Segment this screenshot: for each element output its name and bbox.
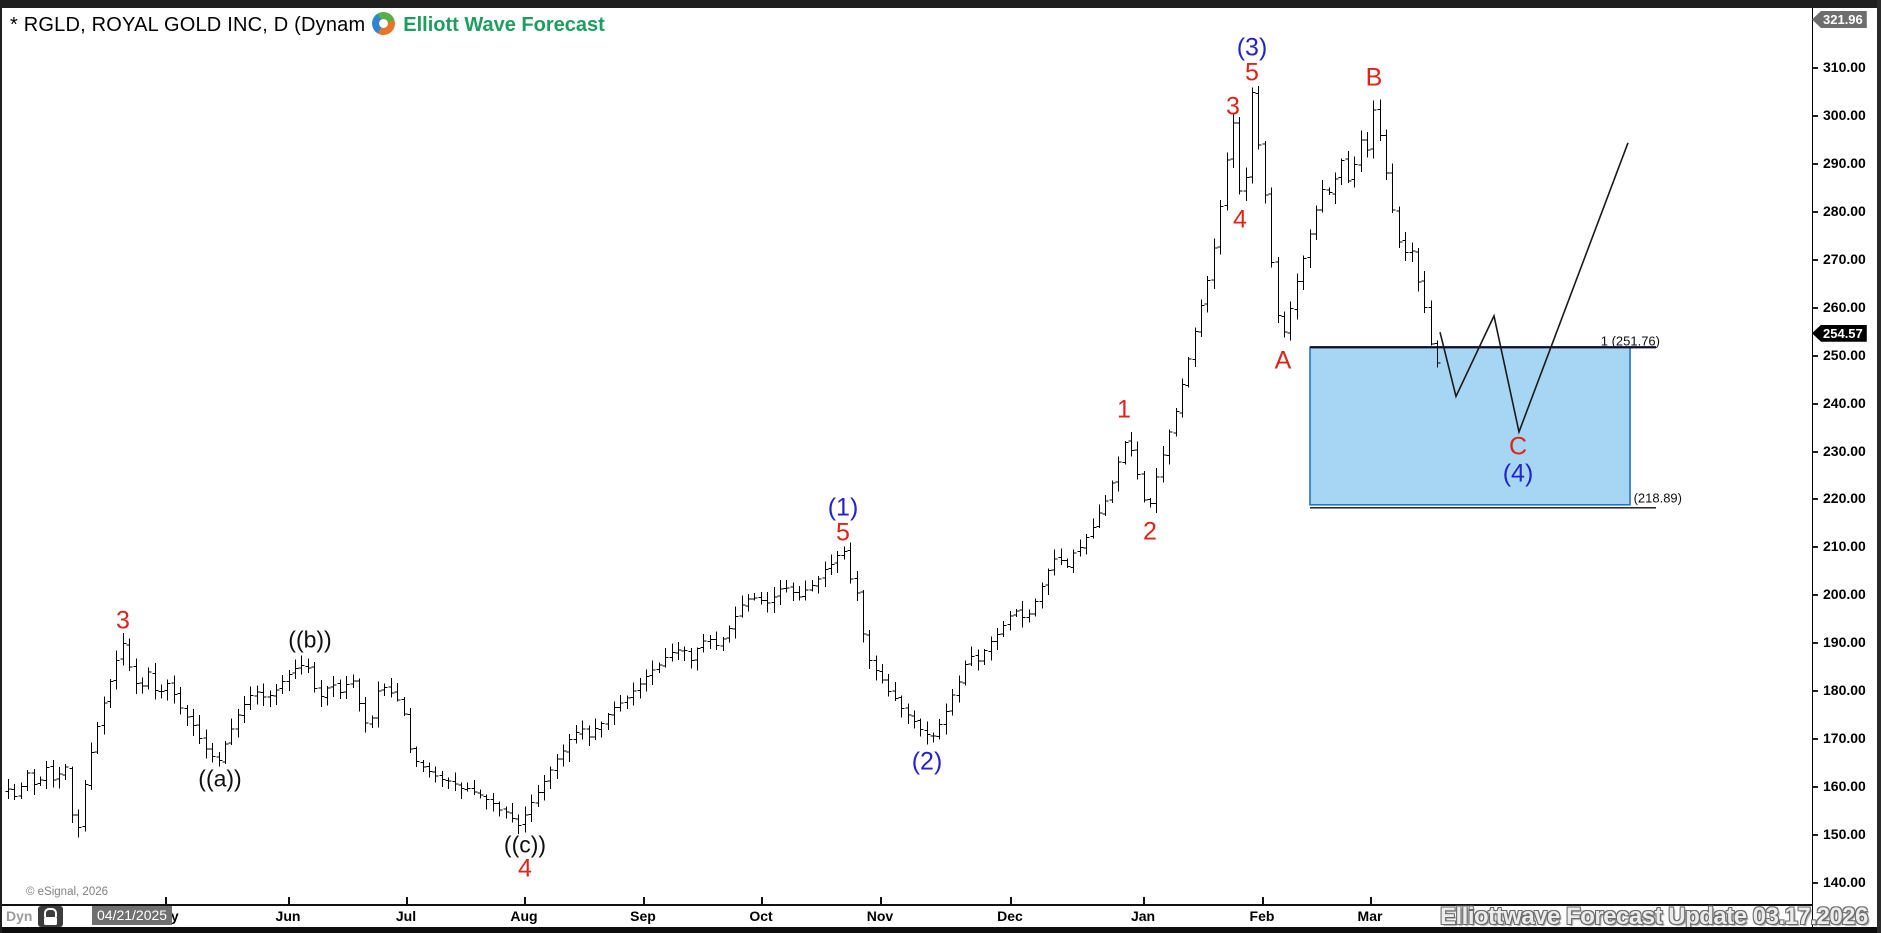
price-tick-label: 140.00 xyxy=(1823,874,1866,890)
price-tick-label: 280.00 xyxy=(1823,202,1866,219)
price-tick-label: 300.00 xyxy=(1823,106,1866,123)
elliott-wave-forecast-logo-text: Elliott Wave Forecast xyxy=(403,14,605,36)
price-tick-label: 250.00 xyxy=(1823,346,1866,363)
fib-level-1-label: 1 (251.76) xyxy=(1600,333,1660,349)
price-tick xyxy=(1813,67,1818,70)
month-label-dec: Dec xyxy=(997,908,1023,924)
forecast-projection-line xyxy=(1439,142,1629,435)
price-tick-label: 270.00 xyxy=(1823,250,1866,267)
price-tick xyxy=(1813,354,1818,357)
price-tick-label: 150.00 xyxy=(1823,826,1866,843)
month-label-feb: Feb xyxy=(1249,908,1275,924)
month-tick xyxy=(761,897,763,904)
month-tick xyxy=(165,897,167,904)
price-tick-label: 180.00 xyxy=(1823,682,1866,699)
price-tick-label: 310.00 xyxy=(1823,59,1866,76)
month-tick xyxy=(880,897,882,904)
month-label-jun: Jun xyxy=(275,908,301,924)
month-tick xyxy=(288,897,290,904)
month-tick xyxy=(406,897,408,904)
chart-title: * RGLD, ROYAL GOLD INC, D (Dynam xyxy=(10,14,366,36)
month-label-mar: Mar xyxy=(1357,908,1383,924)
title-row: * RGLD, ROYAL GOLD INC, D (Dynam Elliott… xyxy=(10,12,605,37)
window-top-edge xyxy=(0,0,1881,8)
month-label-sep: Sep xyxy=(630,908,656,924)
price-tick xyxy=(1813,498,1818,501)
month-label-jul: Jul xyxy=(395,908,417,924)
price-tick-label: 220.00 xyxy=(1823,490,1866,507)
price-tick xyxy=(1813,786,1818,789)
price-tick-label: 230.00 xyxy=(1823,442,1866,459)
price-tick xyxy=(1813,306,1818,309)
price-tick-label: 260.00 xyxy=(1823,298,1866,315)
price-tick xyxy=(1813,258,1818,261)
month-label-nov: Nov xyxy=(866,908,894,924)
price-axis[interactable]: 310.00 300.00 290.00 280.00 270.00 260.00 250.… xyxy=(1812,8,1878,927)
price-tick xyxy=(1813,738,1818,741)
price-tick-label: 290.00 xyxy=(1823,154,1866,171)
price-tick-label: 210.00 xyxy=(1823,538,1866,555)
month-tick xyxy=(1262,897,1264,904)
price-tick-label: 200.00 xyxy=(1823,586,1866,603)
month-tick xyxy=(643,897,645,904)
lock-button[interactable] xyxy=(38,906,63,927)
price-tick xyxy=(1813,210,1818,213)
month-tick xyxy=(1143,897,1145,904)
high-price-marker: 321.96 xyxy=(1812,11,1867,28)
month-label-aug: Aug xyxy=(510,908,538,924)
month-tick xyxy=(524,897,526,904)
dyn-mode-label: Dyn xyxy=(6,908,33,924)
price-tick xyxy=(1813,690,1818,693)
forecast-update-watermark: Elliottwave Forecast Update 03.17.2026 xyxy=(1440,903,1868,930)
window-bottom-edge xyxy=(0,927,1881,933)
last-price-marker: 254.57 xyxy=(1812,324,1867,342)
price-tick xyxy=(1813,882,1818,884)
window-left-edge xyxy=(0,0,2,933)
price-tick-label: 160.00 xyxy=(1823,778,1866,795)
price-tick xyxy=(1813,834,1818,837)
price-tick xyxy=(1813,402,1818,405)
month-tick xyxy=(1370,897,1372,904)
esignal-copyright: © eSignal, 2026 xyxy=(26,886,109,898)
session-date-box[interactable]: 04/21/2025 xyxy=(92,906,173,925)
price-tick xyxy=(1813,162,1818,165)
x-axis-line xyxy=(2,904,1812,906)
price-tick-label: 170.00 xyxy=(1823,730,1866,747)
price-tick xyxy=(1813,114,1818,117)
price-tick-label: 190.00 xyxy=(1823,634,1866,651)
price-tick xyxy=(1813,594,1818,597)
fib-target-box xyxy=(1309,346,1656,509)
price-tick-label: 240.00 xyxy=(1823,394,1866,411)
month-tick xyxy=(1010,897,1012,904)
price-tick xyxy=(1813,546,1818,549)
month-label-oct: Oct xyxy=(749,908,773,924)
price-tick xyxy=(1813,642,1818,645)
elliott-wave-forecast-logo-icon xyxy=(371,12,395,35)
price-tick xyxy=(1813,450,1818,453)
price-bars xyxy=(5,85,1441,838)
window-right-edge xyxy=(1877,0,1881,933)
padlock-icon xyxy=(44,908,57,917)
month-label-jan: Jan xyxy=(1130,908,1156,924)
